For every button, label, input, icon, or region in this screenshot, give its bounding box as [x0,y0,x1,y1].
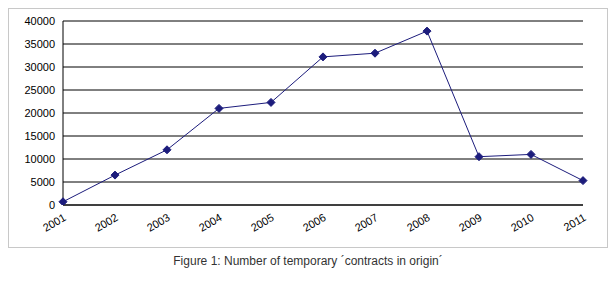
svg-text:2002: 2002 [93,211,120,234]
svg-text:10000: 10000 [24,153,55,165]
html-text:Figure 1: Number of temporary: Figure 1: Number of temporary ´contracts… [173,254,443,268]
svg-text:25000: 25000 [24,84,55,96]
svg-text:2007: 2007 [353,211,380,234]
svg-text:2001: 2001 [41,211,68,234]
svg-text:2010: 2010 [509,211,536,234]
svg-text:0: 0 [49,199,55,211]
svg-text:2009: 2009 [457,211,484,234]
svg-text:20000: 20000 [24,107,55,119]
svg-text:35000: 35000 [24,38,55,50]
svg-text:2003: 2003 [145,211,172,234]
svg-text:15000: 15000 [24,130,55,142]
svg-text:2011: 2011 [561,211,587,233]
svg-text:2006: 2006 [301,211,328,234]
svg-text:2004: 2004 [197,211,224,234]
svg-text:5000: 5000 [31,176,55,188]
svg-text:40000: 40000 [24,15,55,27]
svg-text:30000: 30000 [24,61,55,73]
svg-text:2008: 2008 [405,211,432,234]
svg-text:2005: 2005 [249,211,276,234]
